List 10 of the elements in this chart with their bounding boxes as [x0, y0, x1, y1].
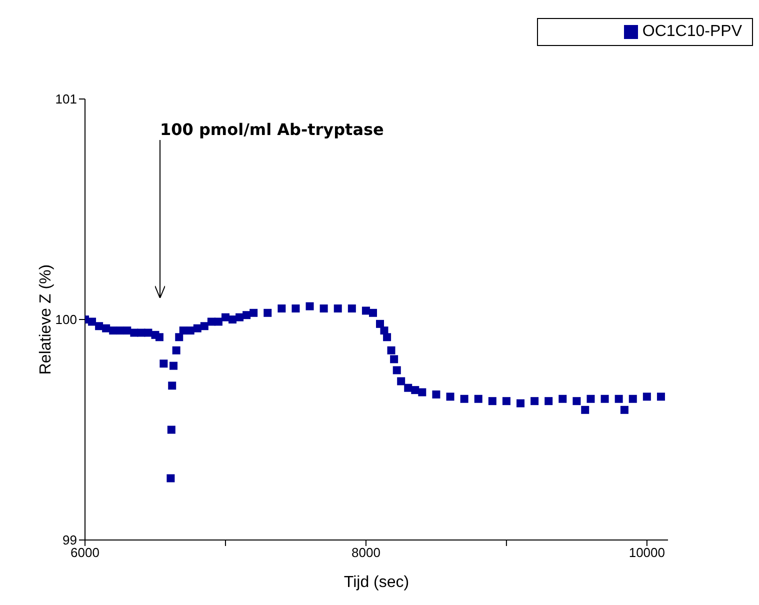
annotation: 100 pmol/ml Ab-tryptase: [160, 120, 384, 139]
x-axis-title: Tijd (sec): [344, 574, 410, 591]
x-tick-label: 6000: [70, 545, 100, 560]
x-tick-label: 8000: [352, 545, 380, 560]
y-tick-label: 99: [62, 532, 77, 548]
x-tick-label: 10000: [628, 545, 666, 560]
legend-label: OC1C10-PPV: [642, 23, 742, 40]
y-tick-label: 100: [55, 312, 77, 328]
y-axis-title: Relatieve Z (%): [38, 264, 55, 375]
y-tick-label: 101: [55, 92, 77, 107]
